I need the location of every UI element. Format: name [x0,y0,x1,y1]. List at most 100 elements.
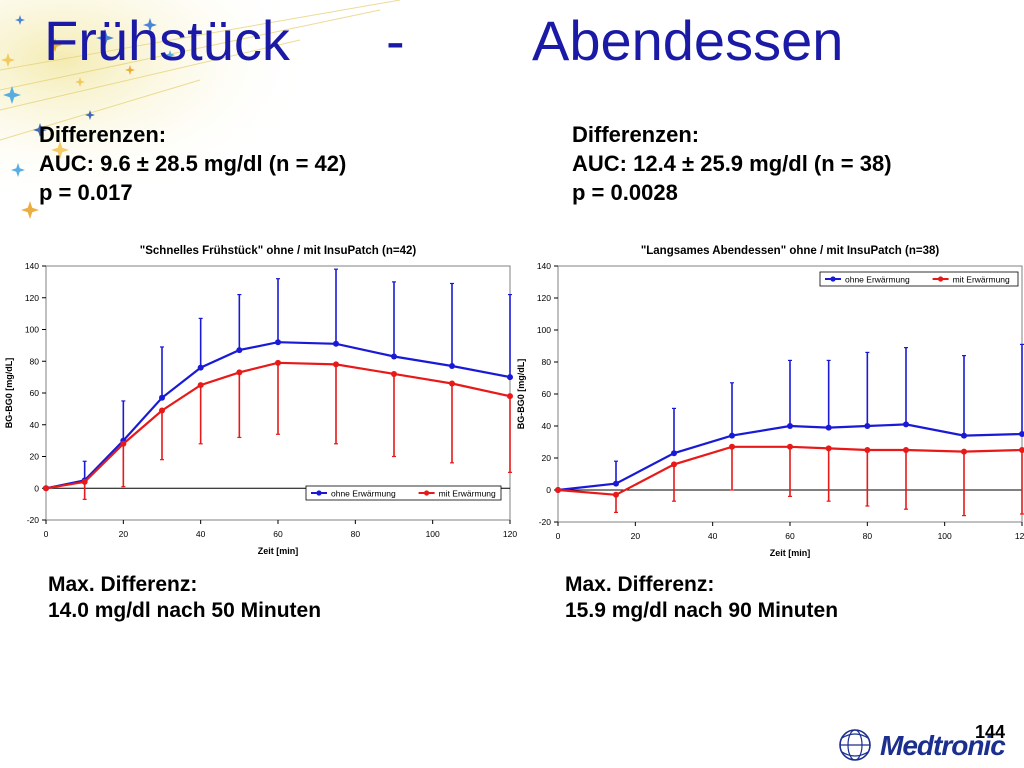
legend-marker [938,276,944,282]
y-tick-label: 100 [25,325,39,335]
y-tick-label: 0 [34,483,39,493]
left-max-value: 14.0 mg/dl nach 50 Minuten [48,599,322,622]
data-point [864,423,871,429]
data-point [449,380,455,387]
y-tick-label: 100 [537,325,551,335]
data-point [613,480,619,487]
slide-title-right: Abendessen [532,9,844,72]
chart-dinner-svg: "Langsames Abendessen" ohne / mit InsuPa… [516,245,1024,558]
left-diff-label: Differenzen: [39,122,167,147]
x-tick-label: 20 [631,531,641,541]
data-point [81,478,88,485]
data-point [1019,431,1024,437]
x-axis-label: Zeit [min] [770,548,811,558]
sparkle-star-icon [1,53,15,67]
data-point [120,440,127,447]
sparkle-star-icon [11,163,25,177]
slide-title-dash: - [386,9,405,72]
y-tick-label: 80 [542,357,552,367]
legend-label: ohne Erwärmung [331,489,396,499]
y-tick-label: 20 [30,452,40,462]
data-point [864,447,871,453]
sparkle-star-icon [51,141,69,159]
data-point [449,363,455,370]
medtronic-wordmark: Medtronic [880,730,1006,761]
data-point [236,369,243,376]
x-tick-label: 40 [196,529,206,539]
sparkle-star-icon [21,201,39,219]
series-line [557,423,1023,492]
data-point [391,353,397,360]
data-point [507,393,513,400]
right-max-value: 15.9 mg/dl nach 90 Minuten [565,599,839,622]
data-point [43,485,49,492]
data-point [391,370,397,377]
data-point [729,443,735,450]
data-point [671,461,677,468]
left-p-value: p = 0.017 [39,180,133,205]
sparkle-star-icon [143,18,157,32]
data-point [275,359,281,366]
right-p-value: p = 0.0028 [572,180,678,205]
legend-label: mit Erwärmung [953,275,1010,285]
right-auc: AUC: 12.4 ± 25.9 mg/dl (n = 38) [572,151,892,176]
series-line [557,445,1023,496]
data-point [729,432,735,439]
y-axis-label: BG-BG0 [mg/dL] [516,359,526,430]
legend-marker [424,490,430,496]
x-tick-label: 80 [863,531,873,541]
chart-breakfast: "Schnelles Frühstück" ohne / mit InsuPat… [0,236,520,566]
y-tick-label: 140 [537,261,551,271]
chart-legend: ohne Erwärmung mit Erwärmung [819,271,1019,287]
data-point [197,382,204,389]
legend-label: mit Erwärmung [439,489,496,499]
decorative-sparkle-background [0,0,420,240]
x-tick-label: 0 [556,531,561,541]
data-point [825,424,832,431]
legend-box [819,271,1019,287]
data-point [159,407,165,414]
medtronic-globe-icon [839,729,871,761]
x-tick-label: 40 [708,531,718,541]
x-tick-label: 0 [44,529,49,539]
data-point [787,423,793,429]
y-axis-label: BG-BG0 [mg/dL] [4,358,14,429]
right-max-label: Max. Differenz: [565,573,715,596]
x-axis-label: Zeit [min] [258,546,299,556]
sparkle-star-icon [33,123,47,137]
sparkle-star-icon [85,110,95,120]
sparkle-star-icon [96,29,114,47]
left-max-label: Max. Differenz: [48,573,198,596]
y-tick-label: 120 [537,293,551,303]
x-tick-label: 20 [119,529,129,539]
data-point [825,445,832,452]
sparkle-star-icon [165,50,175,60]
data-point [159,394,165,401]
data-point [961,432,967,439]
data-point [903,421,909,428]
sparkle-star-icon [3,86,21,104]
medtronic-logo: Medtronic [836,726,1016,764]
x-tick-label: 80 [351,529,361,539]
legend-label: ohne Erwärmung [845,275,910,285]
chart-dinner: "Langsames Abendessen" ohne / mit InsuPa… [512,236,1024,566]
data-point [507,374,513,381]
x-tick-label: 100 [938,531,952,541]
data-point [787,443,793,450]
data-point [961,448,967,455]
sparkle-star-icon [125,65,135,75]
y-tick-label: 40 [542,421,552,431]
chart-title: "Schnelles Frühstück" ohne / mit InsuPat… [140,245,417,257]
y-tick-label: 40 [30,420,40,430]
y-tick-label: 120 [25,293,39,303]
slide-title-left: Frühstück [44,9,290,72]
data-point [333,361,339,368]
y-tick-label: 140 [25,261,39,271]
y-tick-label: 80 [30,356,40,366]
y-tick-label: -20 [27,515,40,525]
chart-title: "Langsames Abendessen" ohne / mit InsuPa… [641,245,940,257]
x-tick-label: 60 [273,529,283,539]
left-auc: AUC: 9.6 ± 28.5 mg/dl (n = 42) [39,151,347,176]
data-point [903,447,909,453]
y-tick-label: 60 [542,389,552,399]
